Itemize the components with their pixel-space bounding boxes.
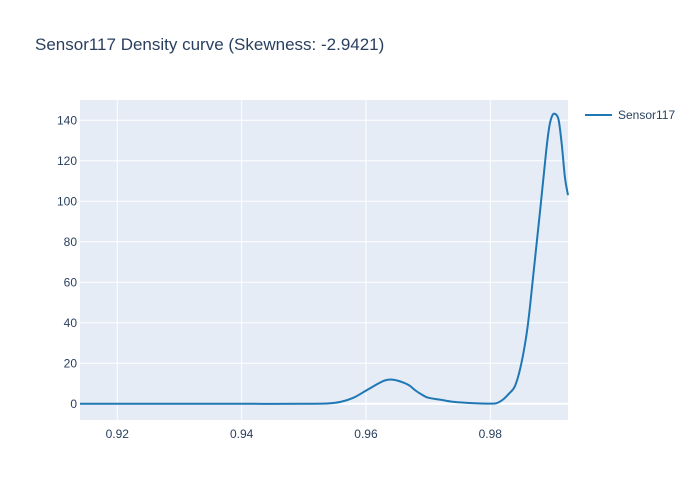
legend-label-sensor117: Sensor117: [618, 108, 675, 122]
chart-title: Sensor117 Density curve (Skewness: -2.94…: [35, 35, 384, 54]
y-tick-label: 140: [57, 113, 77, 127]
x-tick-label: 0.98: [479, 427, 503, 441]
y-tick-label: 100: [57, 194, 77, 208]
y-tick-label: 20: [64, 356, 78, 370]
y-axis-ticks: 0 20 40 60 80 100 120 140: [57, 113, 77, 411]
x-tick-label: 0.96: [354, 427, 378, 441]
plot-area: [80, 100, 568, 420]
y-tick-label: 60: [64, 275, 78, 289]
y-tick-label: 40: [64, 316, 78, 330]
x-tick-label: 0.92: [106, 427, 130, 441]
x-tick-label: 0.94: [230, 427, 254, 441]
y-tick-label: 80: [64, 235, 78, 249]
legend[interactable]: Sensor117: [585, 108, 675, 122]
y-tick-label: 120: [57, 154, 77, 168]
series-lines: [80, 112, 569, 405]
x-axis-ticks: 0.92 0.94 0.96 0.98: [106, 427, 503, 441]
series-line-sensor117: [80, 112, 569, 405]
y-tick-label: 0: [70, 397, 77, 411]
